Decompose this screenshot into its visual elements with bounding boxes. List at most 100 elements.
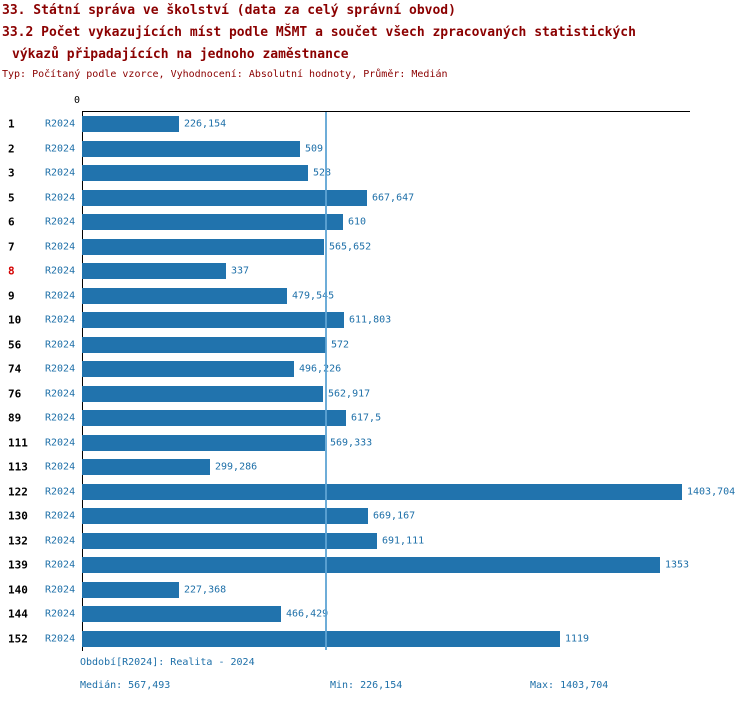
row-period-label: R2024 [45, 559, 76, 571]
row-value-label: 1403,704 [687, 486, 736, 498]
row-period-label: R2024 [45, 584, 76, 596]
value-bar [82, 238, 324, 255]
row-period-label: R2024 [45, 216, 76, 228]
axis-top-line [82, 111, 690, 112]
row-value-label: 509 [305, 143, 324, 155]
chart-row: 139 R2024 1353 [0, 553, 750, 578]
row-value-label: 299,286 [215, 461, 258, 473]
row-id-label: 132 [8, 534, 28, 548]
row-id-label: 74 [8, 362, 22, 376]
value-bar [82, 140, 300, 157]
row-id-label: 7 [8, 240, 15, 254]
chart-row: 7 R2024 565,652 [0, 235, 750, 260]
row-period-label: R2024 [45, 192, 76, 204]
value-bar [82, 557, 660, 573]
row-id-label: 5 [8, 191, 15, 205]
row-id-label: 56 [8, 338, 22, 352]
row-id-label: 139 [8, 558, 28, 572]
value-bar [82, 263, 226, 279]
value-bar [82, 508, 368, 524]
row-value-label: 617,5 [351, 412, 382, 424]
value-bar [82, 581, 179, 598]
row-period-label: R2024 [45, 486, 76, 498]
row-period-label: R2024 [45, 510, 76, 522]
page-title: 33. Státní správa ve školství (data za c… [2, 3, 456, 18]
chart-row: 130 R2024 669,167 [0, 504, 750, 529]
row-period-label: R2024 [45, 241, 76, 253]
row-id-label: 130 [8, 509, 28, 523]
row-value-label: 1119 [565, 633, 590, 645]
chart-row: 76 R2024 562,917 [0, 382, 750, 407]
row-id-label: 111 [8, 436, 28, 450]
row-value-label: 569,333 [330, 437, 373, 449]
chart-row: 56 R2024 572 [0, 333, 750, 358]
row-id-label: 3 [8, 166, 15, 180]
axis-zero-label: 0 [73, 95, 80, 106]
row-period-label: R2024 [45, 314, 76, 326]
bar-chart: 0 1 R2024 226,154 2 R2024 509 3 R2024 528 5 R2024 6… [0, 95, 750, 651]
value-bar [82, 165, 308, 181]
row-id-label: 140 [8, 583, 28, 597]
row-id-label: 144 [8, 607, 28, 621]
chart-rows: 1 R2024 226,154 2 R2024 509 3 R2024 528 5 R2024 667… [0, 112, 750, 651]
chart-row: 1 R2024 226,154 [0, 112, 750, 137]
row-period-label: R2024 [45, 167, 76, 179]
value-bar [82, 410, 346, 426]
chart-row: 132 R2024 691,111 [0, 529, 750, 554]
value-bar [82, 483, 682, 500]
chart-title-line-1: 33.2 Počet vykazujících míst podle MŠMT … [2, 25, 636, 40]
chart-row: 2 R2024 509 [0, 137, 750, 162]
chart-row: 8 R2024 337 [0, 259, 750, 284]
footer-max-label: Max: 1403,704 [530, 680, 609, 691]
row-id-label: 89 [8, 411, 22, 425]
row-value-label: 1353 [665, 559, 690, 571]
value-bar [82, 434, 325, 451]
row-value-label: 610 [348, 216, 367, 228]
value-bar [82, 361, 294, 377]
value-bar [82, 459, 210, 475]
row-id-label: 6 [8, 215, 15, 229]
chart-row: 111 R2024 569,333 [0, 431, 750, 456]
row-id-label: 10 [8, 313, 22, 327]
row-value-label: 226,154 [184, 118, 227, 130]
value-bar [82, 116, 179, 132]
chart-row: 140 R2024 227,368 [0, 578, 750, 603]
row-period-label: R2024 [45, 535, 76, 547]
row-period-label: R2024 [45, 388, 76, 400]
chart-row: 10 R2024 611,803 [0, 308, 750, 333]
row-value-label: 565,652 [329, 241, 372, 253]
chart-row: 5 R2024 667,647 [0, 186, 750, 211]
row-value-label: 669,167 [373, 510, 416, 522]
value-bar [82, 287, 287, 304]
chart-row: 113 R2024 299,286 [0, 455, 750, 480]
row-value-label: 227,368 [184, 584, 227, 596]
row-period-label: R2024 [45, 118, 76, 130]
row-period-label: R2024 [45, 461, 76, 473]
row-value-label: 611,803 [349, 314, 392, 326]
value-bar [82, 606, 281, 622]
row-value-label: 466,429 [286, 608, 329, 620]
chart-row: 6 R2024 610 [0, 210, 750, 235]
value-bar [82, 385, 323, 402]
chart-meta-line: Typ: Počítaný podle vzorce, Vyhodnocení:… [2, 69, 448, 80]
chart-row: 9 R2024 479,545 [0, 284, 750, 309]
footer-period-label: Období[R2024]: Realita - 2024 [80, 657, 255, 668]
row-period-label: R2024 [45, 633, 76, 645]
value-bar [82, 336, 326, 353]
row-value-label: 337 [231, 265, 250, 277]
chart-row: 152 R2024 1119 [0, 627, 750, 652]
row-id-label: 1 [8, 117, 15, 131]
chart-footer: Období[R2024]: Realita - 2024 Medián: 56… [0, 651, 750, 702]
chart-title-line-2: výkazů připadajících na jednoho zaměstna… [12, 47, 349, 62]
row-id-label: 76 [8, 387, 22, 401]
row-value-label: 572 [331, 339, 350, 351]
value-bar [82, 630, 560, 647]
row-period-label: R2024 [45, 437, 76, 449]
row-period-label: R2024 [45, 339, 76, 351]
chart-row: 3 R2024 528 [0, 161, 750, 186]
row-id-label: 152 [8, 632, 28, 646]
value-bar [82, 214, 343, 230]
axis-left-line [82, 111, 83, 651]
row-period-label: R2024 [45, 143, 76, 155]
